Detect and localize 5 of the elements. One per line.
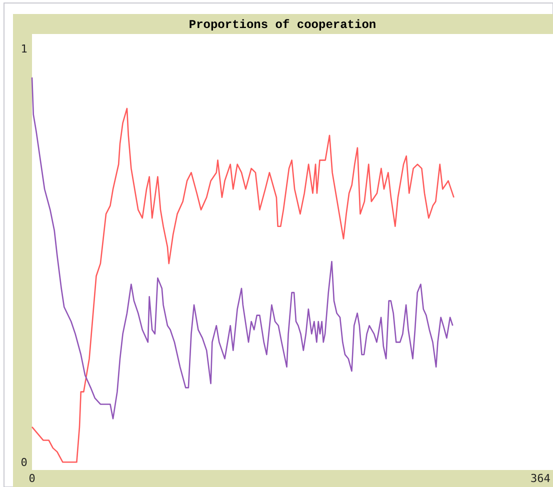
chart-title: Proportions of cooperation xyxy=(188,18,376,32)
line-series xyxy=(31,108,454,463)
x-tick-label: 364 xyxy=(530,472,551,485)
line-series xyxy=(31,76,454,420)
y-tick-label: 1 xyxy=(20,42,28,56)
